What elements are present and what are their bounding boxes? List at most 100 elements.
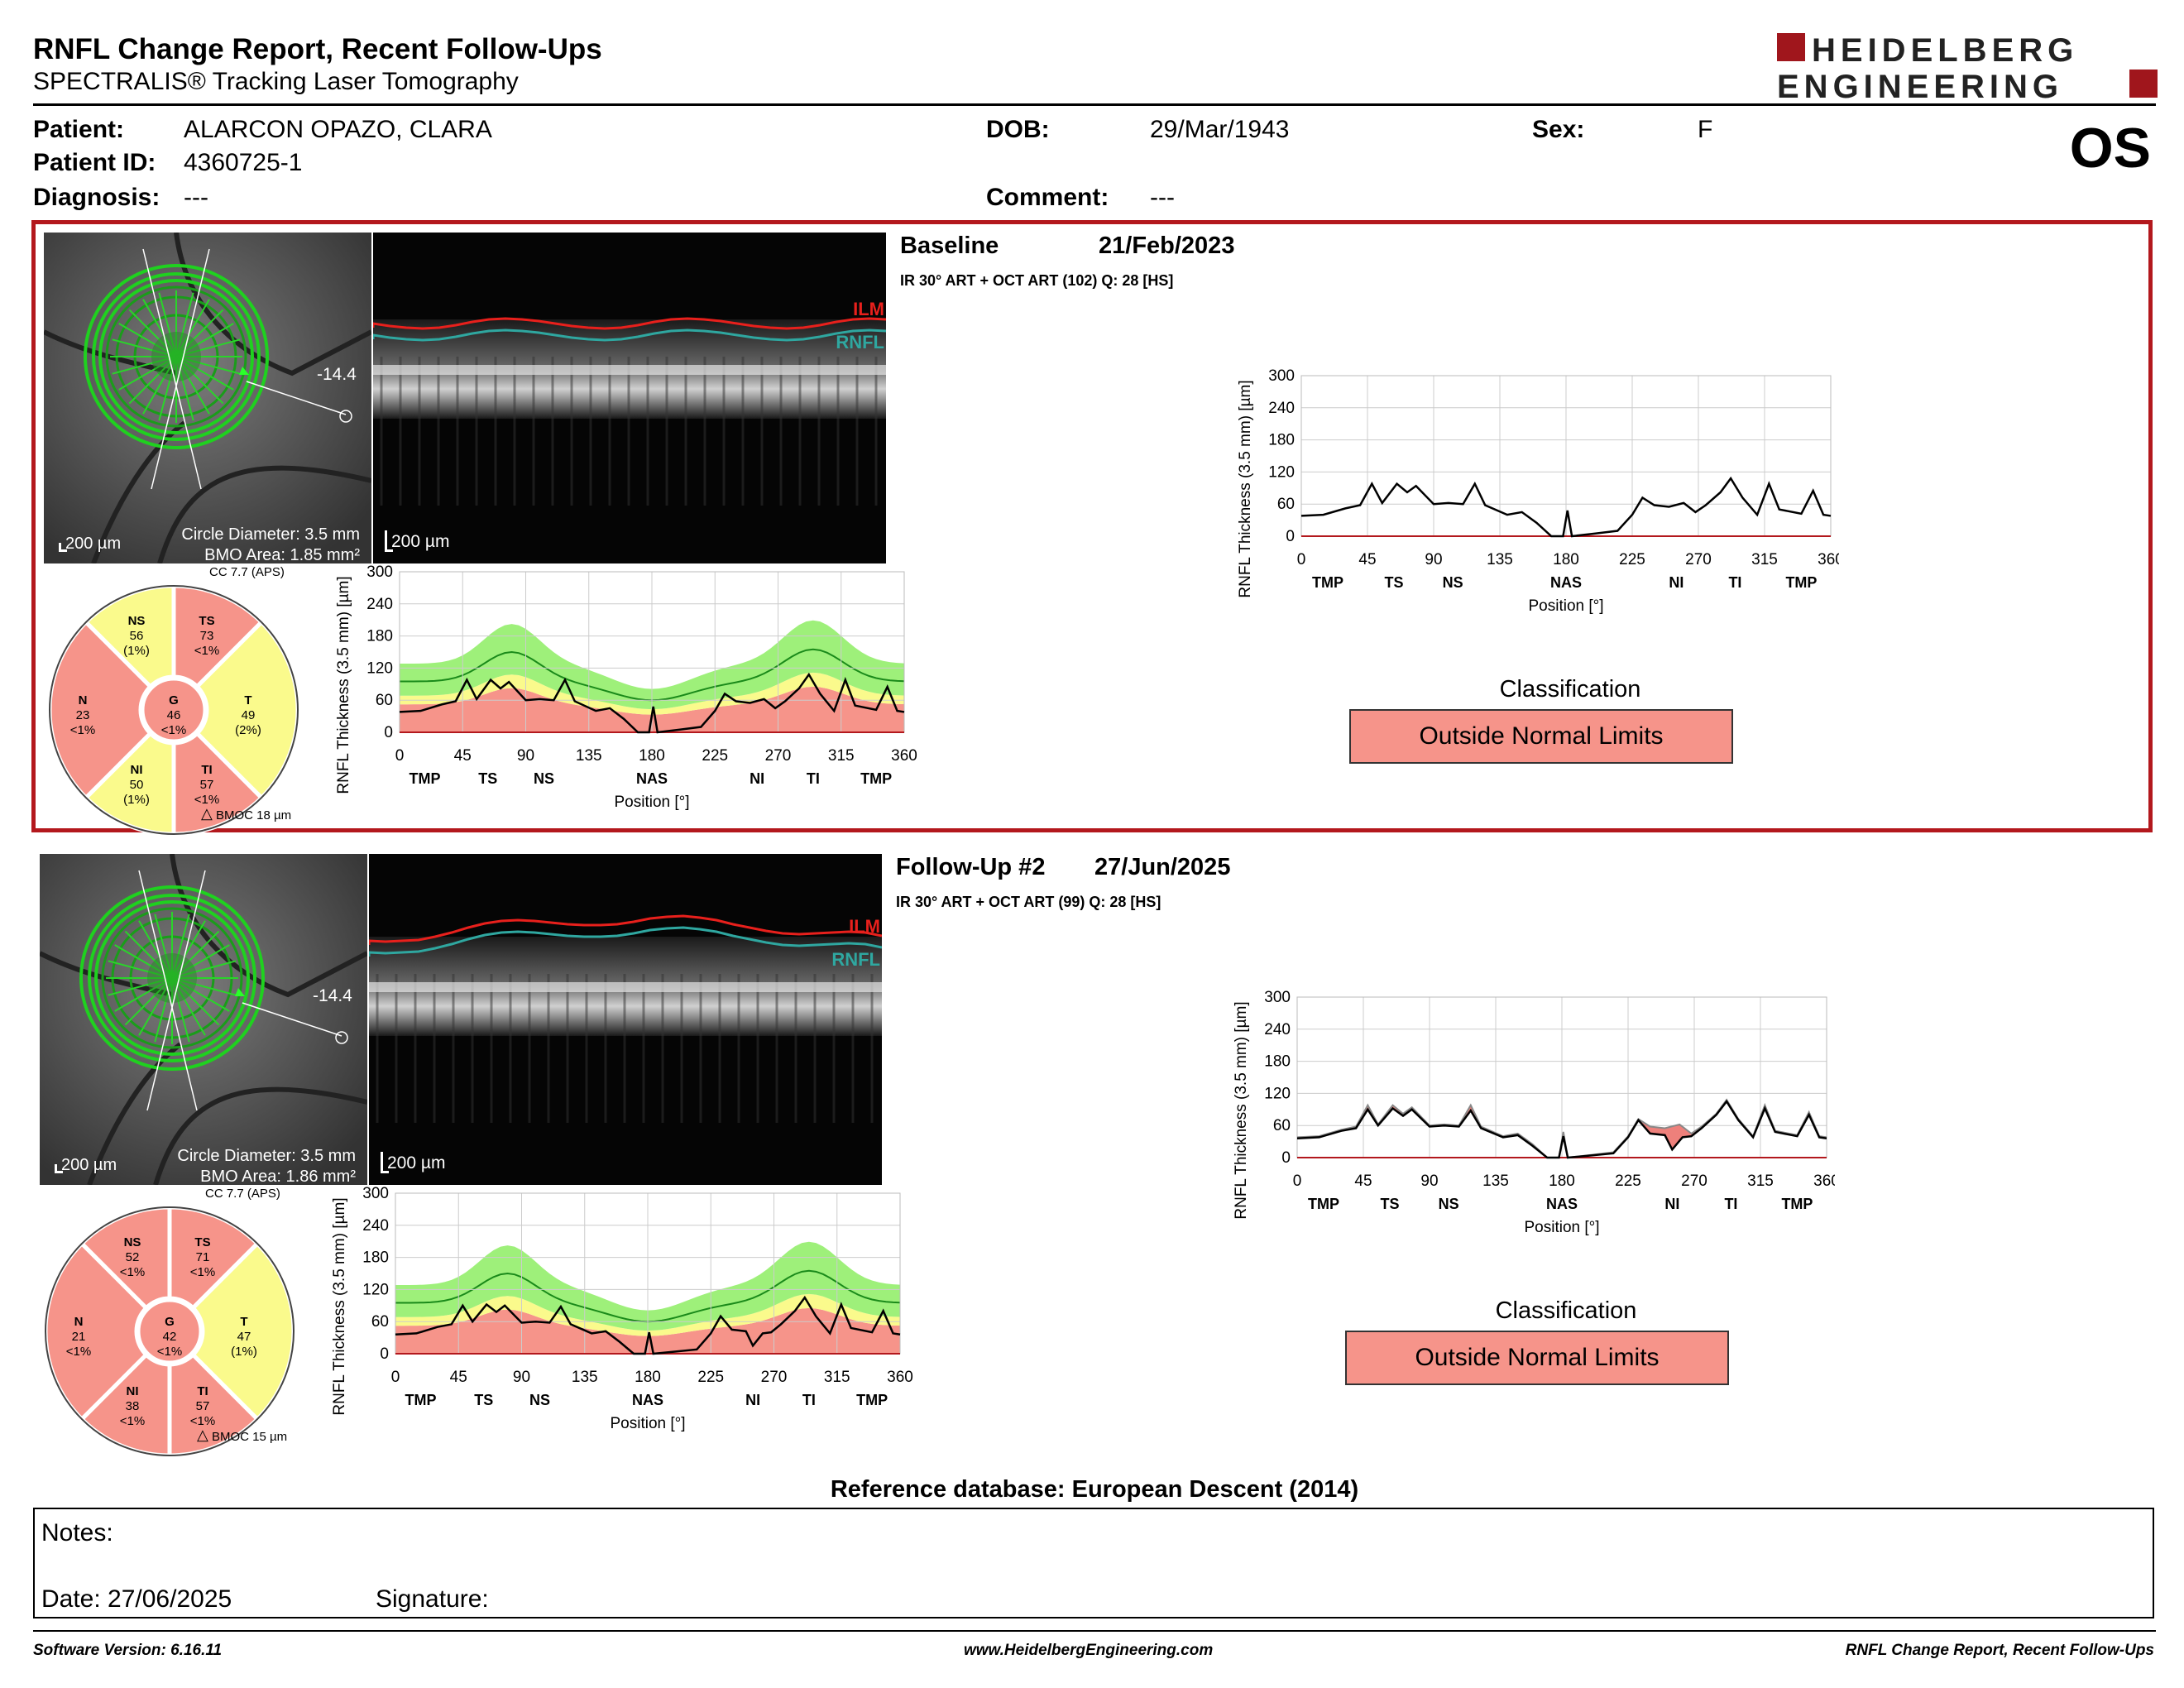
circle-diameter: Circle Diameter: 3.5 mm: [177, 1147, 356, 1165]
sector-percentile: <1%: [120, 1265, 145, 1279]
y-tick-label: 180: [1268, 432, 1295, 449]
x-tick-label: 270: [1681, 1172, 1707, 1190]
notes-label: Notes:: [41, 1519, 113, 1547]
acquisition-info: IR 30° ART + OCT ART (102) Q: 28 [HS]: [900, 272, 1174, 289]
sector-value: 56: [130, 629, 144, 643]
sector-percentile: <1%: [120, 1414, 145, 1428]
sector-tick-label: TMP: [1781, 1196, 1813, 1212]
y-tick-label: 300: [362, 1187, 389, 1202]
sector-percentile: (2%): [235, 723, 261, 737]
cc-value: CC 7.7 (APS): [209, 565, 285, 579]
sector-tick-label: NI: [745, 1392, 760, 1408]
sector-tick-label: TMP: [405, 1392, 437, 1408]
rnfl-label: RNFL: [836, 332, 884, 352]
x-tick-label: 270: [1685, 551, 1712, 568]
diagnosis-value: ---: [184, 184, 208, 211]
x-tick-label: 180: [639, 747, 665, 765]
y-tick-label: 180: [366, 628, 393, 645]
angle-readout: -14.4: [313, 986, 352, 1005]
sector-percentile: (1%): [123, 644, 150, 658]
sector-tick-label: TS: [1380, 1196, 1399, 1212]
x-axis-label: Position [°]: [610, 1415, 685, 1432]
sector-tick-label: TMP: [1785, 574, 1817, 591]
date-label: Date: 27/06/2025: [41, 1585, 232, 1613]
rnfl-profile-chart: 0 45 90 135 180 225 270 315 360 0 60 120 180 240 300 TM…: [304, 1185, 917, 1435]
bmoc-triangle-icon: △: [201, 805, 213, 822]
sector-percentile: <1%: [161, 723, 186, 737]
rnfl-profile-chart: 0 45 90 135 180 225 270 315 360 0 60 120 180 240 300 TM…: [309, 563, 921, 813]
notes-box: Notes: Date: 27/06/2025 Signature:: [33, 1508, 2154, 1618]
y-tick-label: 180: [362, 1249, 389, 1267]
y-tick-label: 60: [1277, 496, 1295, 513]
exam-panel[interactable]: -14.4 200 µm Circle Diameter: 3.5 mm BMO Ar…: [31, 220, 2153, 837]
y-tick-label: 240: [366, 596, 393, 613]
sector-label: G: [169, 693, 179, 707]
sector-percentile: <1%: [190, 1414, 215, 1428]
rnfl-thickness-line: [1296, 1099, 1827, 1159]
patient-id: 4360725-1: [184, 149, 303, 176]
exam-title: Follow-Up #2: [896, 854, 1046, 880]
ilm-label: ILM: [849, 916, 880, 937]
fundus-scale-bar: 200 µm: [65, 535, 121, 553]
sector-label: G: [165, 1315, 175, 1329]
sector-value: 23: [76, 708, 90, 722]
rnfl-profile-chart: 0 45 90 135 180 225 270 315 360 0 60 120 180 240 300 TM…: [1190, 989, 1840, 1255]
sector-percentile: <1%: [190, 1265, 215, 1279]
sector-tick-label: TMP: [860, 770, 892, 787]
x-tick-label: 45: [454, 747, 472, 765]
sector-tick-label: TI: [1724, 1196, 1737, 1212]
sector-tick-label: NI: [1664, 1196, 1679, 1212]
y-axis-label: RNFL Thickness (3.5 mm) [µm]: [335, 576, 352, 794]
acquisition-info: IR 30° ART + OCT ART (99) Q: 28 [HS]: [896, 894, 1161, 910]
y-tick-label: 120: [1268, 463, 1295, 481]
sector-tick-label: NAS: [636, 770, 668, 787]
x-tick-label: 180: [1553, 551, 1579, 568]
y-tick-label: 240: [362, 1217, 389, 1235]
exam-date: 21/Feb/2023: [1099, 233, 1235, 259]
sector-tick-label: TI: [807, 770, 820, 787]
x-axis-label: Position [°]: [1528, 597, 1603, 615]
sector-label: TS: [194, 1235, 210, 1249]
reference-database: Reference database: European Descent (20…: [830, 1476, 1359, 1503]
comment-value: ---: [1150, 184, 1175, 211]
dob-value: 29/Mar/1943: [1150, 116, 1290, 143]
x-tick-label: 0: [1293, 1172, 1302, 1190]
sector-tick-label: NAS: [1546, 1196, 1578, 1212]
bscan-scale-bar: 200 µm: [391, 532, 449, 551]
exam-panel[interactable]: -14.4 200 µm Circle Diameter: 3.5 mm BMO Ar…: [31, 846, 2153, 1458]
x-tick-label: 315: [1751, 551, 1778, 568]
fundus-image: -14.4 200 µm Circle Diameter: 3.5 mm BMO Ar…: [40, 854, 367, 1185]
bscan-scale-bar: 200 µm: [387, 1153, 445, 1172]
x-tick-label: 360: [891, 747, 917, 765]
sex-value: F: [1698, 116, 1713, 143]
x-axis-label: Position [°]: [1524, 1219, 1599, 1236]
y-axis-label: RNFL Thickness (3.5 mm) [µm]: [331, 1197, 348, 1415]
y-tick-label: 300: [366, 565, 393, 581]
classification-result: Outside Normal Limits: [1349, 709, 1733, 764]
report-title: RNFL Change Report, Recent Follow-Ups: [33, 33, 602, 65]
rnfl-profile-chart: 0 45 90 135 180 225 270 315 360 0 60 120 180 240 300 TM…: [1194, 367, 1844, 634]
x-tick-label: 315: [1747, 1172, 1774, 1190]
sector-chart: NS 52 <1% TS 71 <1% T 47 (1%) TI 57 <1% NI 38 <1% N 21 <1…: [41, 1203, 298, 1460]
sector-chart: NS 56 (1%) TS 73 <1% T 49 (2%) TI 57 <1% NI 50 (1%) N 23…: [46, 582, 302, 838]
sector-percentile: <1%: [194, 644, 219, 658]
x-tick-label: 90: [1420, 1172, 1438, 1190]
sector-g: [136, 1297, 204, 1365]
sector-tick-label: TS: [474, 1392, 493, 1408]
x-tick-label: 90: [1425, 551, 1442, 568]
sector-tick-label: TS: [478, 770, 497, 787]
sector-value: 49: [242, 708, 256, 722]
x-tick-label: 180: [635, 1369, 661, 1386]
sector-tick-label: NI: [1669, 574, 1684, 591]
footer-divider: [33, 1630, 2156, 1632]
sector-tick-label: TMP: [410, 770, 441, 787]
oct-bscan: ILM RNFL 200 µm: [369, 854, 882, 1185]
bmo-area: BMO Area: 1.85 mm²: [204, 546, 360, 563]
sector-label: TI: [197, 1384, 208, 1398]
sector-tick-label: NAS: [1550, 574, 1582, 591]
dob-label: DOB:: [986, 116, 1050, 143]
x-tick-label: 135: [1482, 1172, 1509, 1190]
y-tick-label: 300: [1268, 369, 1295, 385]
sector-tick-label: NS: [1443, 574, 1463, 591]
x-tick-label: 360: [887, 1369, 913, 1386]
